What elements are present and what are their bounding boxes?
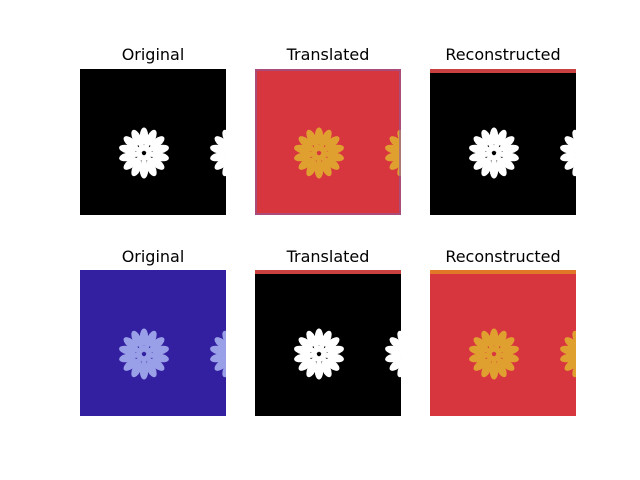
panel-title-original-2: Original (121, 247, 185, 266)
flower-shape (560, 129, 576, 177)
image-translated-2 (255, 270, 401, 416)
flower-shape (210, 129, 226, 177)
edge-artifact (255, 270, 401, 274)
panel-title-original-1: Original (121, 45, 185, 64)
flower-shape (119, 328, 169, 380)
panel-title-translated-2: Translated (286, 247, 370, 266)
flower-shape (385, 330, 401, 378)
edge-artifact (430, 270, 576, 274)
panel-title-reconstructed-1: Reconstructed (445, 45, 561, 64)
image-original-2 (80, 270, 226, 416)
image-original-1 (80, 69, 226, 215)
flower-shape (560, 330, 576, 378)
flower-shape (119, 127, 169, 179)
edge-artifact (430, 69, 576, 73)
edge-artifact (255, 69, 401, 215)
panel-title-reconstructed-2: Reconstructed (445, 247, 561, 266)
flower-shape (469, 328, 519, 380)
flower-shape (469, 127, 519, 179)
image-reconstructed-1 (430, 69, 576, 215)
flower-shape (294, 328, 344, 380)
flower-shape (294, 127, 344, 179)
panel-title-translated-1: Translated (286, 45, 370, 64)
flower-shape (210, 330, 226, 378)
image-reconstructed-2 (430, 270, 576, 416)
image-translated-1 (255, 69, 401, 215)
